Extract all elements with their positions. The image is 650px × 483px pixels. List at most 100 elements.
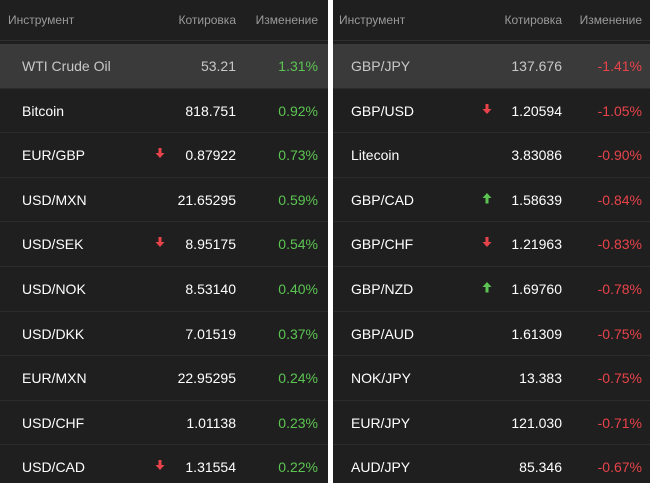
quote-value: 3.83086 (511, 147, 562, 164)
table-row[interactable]: GBP/AUD 1.61309 -0.75% (333, 312, 650, 357)
table-row[interactable]: GBP/USD 1.20594 -1.05% (333, 89, 650, 134)
table-header: Инструмент Котировка Изменение (333, 0, 650, 41)
table-row[interactable]: GBP/NZD 1.69760 -0.78% (333, 267, 650, 312)
table-row[interactable]: USD/SEK 8.95175 0.54% (0, 222, 328, 267)
header-quote[interactable]: Котировка (504, 13, 562, 27)
change-value: 1.31% (278, 58, 318, 74)
instrument-name[interactable]: EUR/GBP (22, 147, 86, 164)
quote-value: 1.01138 (186, 414, 236, 431)
change-value: -0.84% (597, 191, 642, 208)
table-row[interactable]: USD/MXN 21.65295 0.59% (0, 178, 328, 223)
arrow-down-icon (481, 101, 493, 117)
quote-value: 85.346 (519, 459, 562, 476)
change-value: 0.40% (278, 280, 318, 297)
change-value: 0.22% (278, 459, 318, 476)
losers-panel: Инструмент Котировка Изменение GBP/JPY 13… (333, 0, 650, 483)
table-row[interactable]: Litecoin 3.83086 -0.90% (333, 133, 650, 178)
quote-value: 818.751 (185, 102, 236, 119)
table-row[interactable]: Bitcoin 818.751 0.92% (0, 89, 328, 134)
instrument-name[interactable]: GBP/AUD (351, 325, 415, 342)
table-row[interactable]: WTI Crude Oil 53.21 1.31% (0, 44, 328, 89)
table-row[interactable]: GBP/JPY 137.676 -1.41% (333, 44, 650, 89)
table-row[interactable]: NOK/JPY 13.383 -0.75% (333, 356, 650, 401)
quote-value: 53.21 (200, 58, 236, 74)
table-row[interactable]: USD/DKK 7.01519 0.37% (0, 312, 328, 357)
instrument-name[interactable]: GBP/CHF (351, 236, 414, 253)
instrument-name[interactable]: USD/SEK (22, 236, 84, 253)
change-value: -0.83% (597, 236, 642, 253)
instrument-name[interactable]: WTI Crude Oil (22, 58, 111, 74)
header-quote[interactable]: Котировка (178, 13, 236, 27)
instrument-name[interactable]: Litecoin (351, 147, 400, 164)
quote-value: 1.21963 (511, 236, 562, 253)
header-instrument[interactable]: Инструмент (8, 13, 75, 27)
change-value: -0.78% (597, 280, 642, 297)
losers-list: GBP/JPY 137.676 -1.41% GBP/USD 1.20594 -1.05%… (333, 44, 650, 483)
arrow-down-icon (154, 234, 166, 250)
change-value: 0.24% (278, 370, 318, 387)
change-value: 0.59% (278, 191, 318, 208)
instrument-name[interactable]: EUR/JPY (351, 414, 411, 431)
instrument-name[interactable]: EUR/MXN (22, 370, 87, 387)
quote-value: 1.69760 (511, 280, 562, 297)
instrument-name[interactable]: USD/NOK (22, 280, 86, 297)
gainers-list: WTI Crude Oil 53.21 1.31% Bitcoin 818.751 0.9… (0, 44, 328, 483)
table-header: Инструмент Котировка Изменение (0, 0, 328, 41)
change-value: -0.90% (597, 147, 642, 164)
change-value: -1.05% (597, 102, 642, 119)
instrument-name[interactable]: AUD/JPY (351, 459, 411, 476)
table-row[interactable]: USD/CAD 1.31554 0.22% (0, 445, 328, 483)
instrument-name[interactable]: GBP/CAD (351, 191, 415, 208)
change-value: 0.73% (278, 147, 318, 164)
table-row[interactable]: USD/CHF 1.01138 0.23% (0, 401, 328, 446)
quote-value: 137.676 (511, 58, 562, 74)
table-row[interactable]: EUR/JPY 121.030 -0.71% (333, 401, 650, 446)
instrument-name[interactable]: Bitcoin (22, 102, 65, 119)
change-value: -0.75% (597, 370, 642, 387)
instrument-name[interactable]: GBP/USD (351, 102, 415, 119)
quote-value: 7.01519 (185, 325, 236, 342)
table-row[interactable]: GBP/CAD 1.58639 -0.84% (333, 178, 650, 223)
change-value: 0.23% (278, 414, 318, 431)
change-value: -0.67% (597, 459, 642, 476)
quote-value: 8.53140 (185, 280, 236, 297)
change-value: 0.54% (278, 236, 318, 253)
header-change[interactable]: Изменение (255, 13, 318, 27)
instrument-name[interactable]: GBP/NZD (351, 280, 414, 297)
table-row[interactable]: EUR/MXN 22.95295 0.24% (0, 356, 328, 401)
header-change[interactable]: Изменение (579, 13, 642, 27)
table-row[interactable]: EUR/GBP 0.87922 0.73% (0, 133, 328, 178)
change-value: -0.75% (597, 325, 642, 342)
quote-value: 22.95295 (177, 370, 236, 387)
change-value: -1.41% (597, 58, 642, 74)
table-row[interactable]: GBP/CHF 1.21963 -0.83% (333, 222, 650, 267)
instrument-name[interactable]: NOK/JPY (351, 370, 411, 387)
quote-value: 13.383 (519, 370, 562, 387)
arrow-down-icon (154, 457, 166, 473)
quote-value: 21.65295 (177, 191, 236, 208)
quote-value: 8.95175 (185, 236, 236, 253)
quote-value: 0.87922 (185, 147, 236, 164)
arrow-up-icon (481, 190, 493, 206)
instrument-name[interactable]: USD/MXN (22, 191, 87, 208)
quote-value: 1.58639 (511, 191, 562, 208)
instrument-name[interactable]: GBP/JPY (351, 58, 411, 74)
arrow-down-icon (481, 234, 493, 250)
gainers-panel: Инструмент Котировка Изменение WTI Crude… (0, 0, 328, 483)
quote-value: 1.61309 (511, 325, 562, 342)
change-value: 0.92% (278, 102, 318, 119)
quote-value: 1.20594 (511, 102, 562, 119)
arrow-up-icon (481, 279, 493, 295)
table-row[interactable]: USD/NOK 8.53140 0.40% (0, 267, 328, 312)
arrow-down-icon (154, 145, 166, 161)
quote-value: 121.030 (511, 414, 562, 431)
instrument-name[interactable]: USD/CHF (22, 414, 85, 431)
instrument-name[interactable]: USD/DKK (22, 325, 85, 342)
quote-value: 1.31554 (185, 459, 236, 476)
header-instrument[interactable]: Инструмент (339, 13, 406, 27)
change-value: -0.71% (597, 414, 642, 431)
instrument-name[interactable]: USD/CAD (22, 459, 86, 476)
table-row[interactable]: AUD/JPY 85.346 -0.67% (333, 445, 650, 483)
change-value: 0.37% (278, 325, 318, 342)
